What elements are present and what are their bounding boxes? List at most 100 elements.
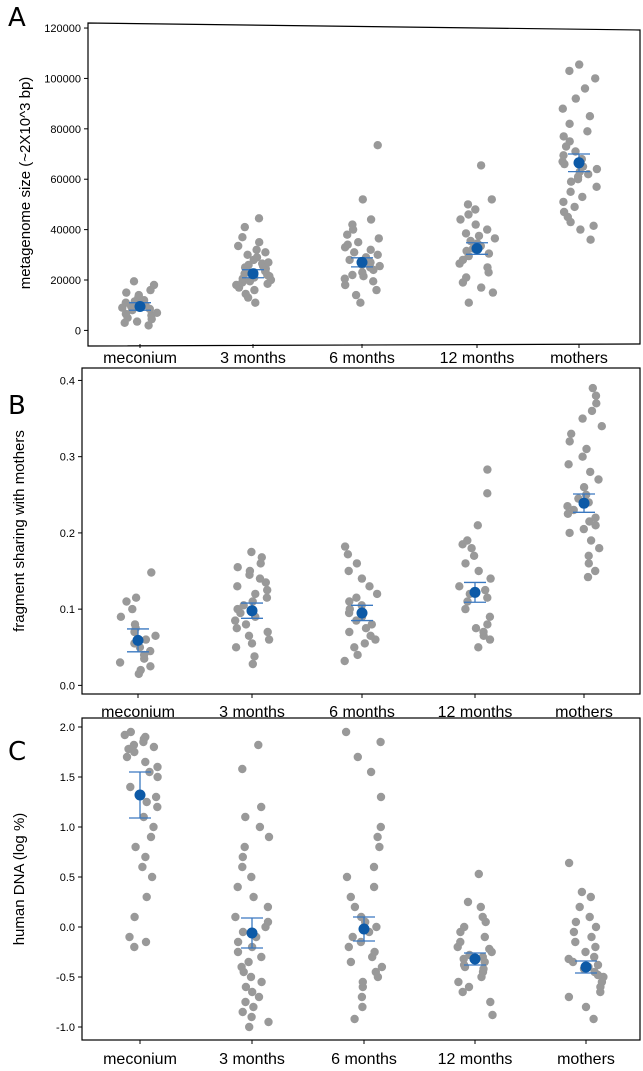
data-point <box>471 205 480 214</box>
data-point <box>474 869 483 879</box>
data-point <box>345 627 354 637</box>
data-point <box>247 1012 256 1022</box>
data-point <box>251 589 260 599</box>
data-point <box>585 912 594 922</box>
y-tick-label: 100000 <box>44 73 81 85</box>
mean-point <box>356 256 368 268</box>
data-point <box>147 568 156 577</box>
data-point <box>369 882 379 892</box>
data-point <box>579 483 589 492</box>
panel-letter: B <box>8 391 26 421</box>
data-point <box>584 559 593 568</box>
data-point <box>373 250 382 259</box>
data-point <box>345 604 354 614</box>
data-point <box>144 321 153 330</box>
data-point <box>571 937 580 947</box>
data-point <box>569 927 579 937</box>
data-point <box>580 84 590 93</box>
x-tick-label: meconium <box>103 350 177 367</box>
data-point <box>153 802 162 812</box>
data-point <box>461 559 470 568</box>
data-point <box>348 270 357 280</box>
data-point <box>576 225 585 234</box>
data-point <box>483 465 492 474</box>
data-point <box>130 912 139 922</box>
mean-point <box>132 634 144 646</box>
data-point <box>358 195 367 204</box>
data-point <box>483 593 492 602</box>
data-point <box>141 757 150 767</box>
mean-point <box>578 497 590 509</box>
data-point <box>478 952 487 962</box>
data-point <box>477 283 486 292</box>
data-point <box>372 589 382 599</box>
data-point <box>486 574 495 583</box>
data-point <box>141 937 151 947</box>
data-point <box>575 902 584 912</box>
data-point <box>463 200 473 209</box>
x-tick-label: 6 months <box>329 350 395 367</box>
data-point <box>348 932 357 942</box>
mean-point <box>471 243 483 254</box>
data-point <box>474 566 483 576</box>
y-tick-label: 0 <box>75 325 81 337</box>
data-point <box>138 862 147 872</box>
mean-point <box>246 927 258 939</box>
data-point <box>146 662 155 671</box>
data-point <box>461 604 470 614</box>
data-point <box>261 248 270 257</box>
mean-point <box>246 605 258 617</box>
data-point <box>586 467 595 477</box>
mean-point <box>134 301 146 312</box>
data-point <box>578 452 587 461</box>
data-point <box>586 536 596 545</box>
data-point <box>483 489 492 498</box>
data-point <box>587 932 596 942</box>
plot-frame <box>87 22 641 347</box>
data-point <box>455 582 464 591</box>
data-point <box>231 616 240 625</box>
data-point <box>122 288 131 297</box>
data-point <box>593 960 603 970</box>
data-point <box>559 207 569 217</box>
data-point <box>375 261 384 271</box>
data-point <box>456 215 465 224</box>
data-point <box>233 604 242 614</box>
data-point <box>257 802 266 812</box>
x-tick-label: 12 months <box>438 704 513 721</box>
data-point <box>462 273 471 282</box>
data-point <box>231 643 241 652</box>
data-point <box>257 553 266 562</box>
data-point <box>577 887 587 897</box>
data-point <box>373 832 382 842</box>
data-point <box>484 249 494 258</box>
mean-point <box>356 607 368 619</box>
data-point <box>476 161 486 170</box>
data-point <box>263 902 273 912</box>
data-point <box>377 962 387 972</box>
data-point <box>483 620 492 629</box>
data-point <box>488 1010 497 1020</box>
data-point <box>471 624 481 633</box>
data-point <box>565 137 574 146</box>
data-point <box>565 528 574 538</box>
data-point <box>142 797 151 807</box>
data-point <box>247 872 256 882</box>
data-point <box>142 892 151 902</box>
data-point <box>559 132 568 141</box>
data-point <box>474 643 483 652</box>
data-point <box>371 967 380 977</box>
data-point <box>151 792 161 802</box>
data-point <box>471 220 480 229</box>
data-point <box>597 422 606 431</box>
data-point <box>129 740 139 750</box>
mean-point <box>247 268 259 280</box>
data-point <box>251 298 260 307</box>
data-point <box>238 764 247 774</box>
data-point <box>348 220 357 229</box>
data-point <box>490 234 500 243</box>
y-tick-label: -0.5 <box>56 972 75 984</box>
data-point <box>146 646 155 656</box>
data-point <box>116 612 126 621</box>
data-point <box>132 317 142 326</box>
